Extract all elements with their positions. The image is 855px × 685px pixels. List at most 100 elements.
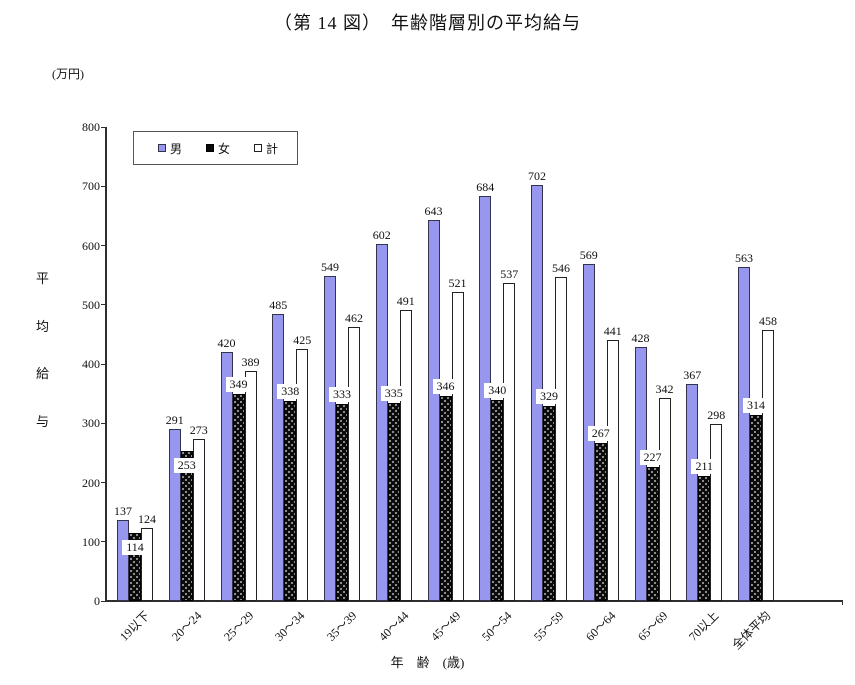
value-label-male: 367 (683, 367, 702, 382)
y-tick-label: 500 (82, 297, 100, 312)
value-label-male: 602 (372, 228, 391, 243)
y-axis-title-char: 平 (36, 271, 50, 286)
bar-male (686, 383, 699, 601)
value-label-male: 684 (476, 179, 495, 194)
legend-label-male: 男 (170, 141, 183, 156)
bar-total (555, 277, 567, 601)
bar-male (272, 313, 285, 601)
value-label-male: 420 (217, 336, 236, 351)
bar-male (117, 519, 129, 601)
y-tick-label: 200 (82, 475, 100, 490)
y-tick-label: 400 (82, 357, 100, 371)
bar-female (646, 466, 659, 601)
legend-label-female: 女 (218, 141, 231, 156)
bar-total (192, 439, 205, 601)
value-label-female: 349 (225, 377, 252, 393)
value-label-male: 702 (528, 169, 546, 184)
bar-female (594, 442, 607, 601)
value-label-total: 124 (138, 511, 156, 526)
bar-male (220, 352, 233, 601)
y-tick (101, 185, 105, 187)
legend-item-female: 女 (206, 140, 230, 157)
y-tick-label: 0 (94, 594, 100, 608)
bar-total (141, 527, 153, 601)
legend-label-total: 計 (266, 141, 279, 156)
bar-male (324, 275, 336, 601)
value-label-male: 569 (579, 247, 598, 262)
bar-female (284, 400, 297, 601)
y-axis-title-char: 与 (36, 413, 50, 429)
y-axis-unit-label: (万円) (52, 67, 84, 81)
y-tick (101, 482, 105, 483)
bar-female (180, 451, 193, 601)
value-label-female: 267 (587, 425, 614, 441)
value-label-female: 314 (743, 397, 769, 413)
bar-male (634, 347, 647, 601)
y-axis-title-char: 均 (36, 318, 50, 334)
legend-swatch-female-icon (206, 144, 215, 152)
bar-total (451, 292, 464, 601)
bar-male (479, 195, 492, 601)
value-label-female: 329 (536, 389, 562, 405)
value-label-male: 549 (321, 259, 339, 274)
legend-swatch-male-icon (158, 144, 166, 152)
value-label-total: 521 (448, 276, 467, 291)
y-tick (101, 541, 105, 543)
value-label-male: 428 (631, 331, 650, 346)
bar-female (232, 394, 245, 601)
y-tick-label: 600 (82, 238, 100, 253)
bar-male (738, 267, 750, 601)
bar-male (375, 244, 388, 601)
y-tick (101, 126, 105, 128)
value-label-male: 485 (269, 297, 288, 312)
value-label-female: 253 (173, 458, 200, 474)
bar-female (698, 475, 711, 601)
value-label-female: 338 (277, 383, 304, 399)
y-tick-label: 800 (82, 120, 100, 134)
y-tick-label: 700 (82, 179, 100, 194)
value-label-female: 211 (691, 458, 718, 474)
legend-swatch-total-icon (254, 144, 263, 152)
value-label-female: 333 (329, 386, 355, 402)
bar-total (710, 424, 723, 601)
bar-total (762, 329, 774, 601)
value-label-male: 563 (735, 251, 753, 266)
value-label-male: 137 (114, 503, 132, 518)
legend: 男女計 (133, 131, 298, 165)
value-label-total: 546 (552, 261, 570, 276)
chart-title: （第 14 図） 年齢階層別の平均給与 (274, 13, 581, 33)
value-label-male: 643 (424, 204, 443, 219)
y-tick (101, 600, 105, 602)
y-tick (101, 304, 105, 306)
value-label-total: 273 (189, 423, 208, 438)
legend-item-male: 男 (158, 140, 182, 157)
value-label-female: 227 (639, 449, 666, 465)
value-label-female: 346 (432, 378, 459, 394)
bar-total (348, 327, 360, 601)
value-label-female: 114 (122, 540, 148, 556)
value-label-total: 342 (655, 382, 674, 397)
value-label-male: 291 (165, 412, 184, 427)
x-axis-end-tick (842, 601, 843, 605)
bar-female (491, 399, 504, 601)
bar-total (244, 370, 257, 601)
bar-male (427, 220, 440, 601)
legend-item-total: 計 (254, 140, 278, 157)
y-tick (101, 363, 105, 365)
y-axis-title-char: 給 (36, 366, 50, 382)
value-label-total: 491 (396, 294, 415, 309)
value-label-female: 335 (380, 385, 407, 401)
value-label-female: 340 (484, 382, 511, 398)
bar-total (296, 349, 309, 601)
bar-total (399, 310, 412, 601)
y-axis-title: 平均給与 (36, 268, 49, 430)
value-label-total: 441 (603, 323, 622, 338)
bar-total (503, 282, 516, 601)
y-axis (105, 127, 107, 601)
x-axis-title: 年 齢 (歳) (390, 655, 465, 670)
bar-female (129, 533, 141, 601)
bar-female (543, 406, 555, 601)
bar-female (336, 403, 348, 601)
bar-female (387, 402, 400, 601)
